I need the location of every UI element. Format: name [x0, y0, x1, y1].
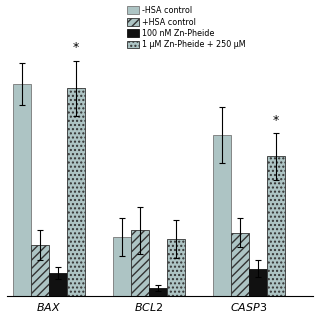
Bar — [249, 268, 267, 296]
Bar — [131, 230, 149, 296]
Bar — [231, 233, 249, 296]
Bar — [149, 288, 167, 296]
Bar — [67, 88, 85, 296]
Bar — [31, 245, 49, 296]
Bar — [113, 237, 131, 296]
Bar — [213, 135, 231, 296]
Bar — [267, 156, 285, 296]
Bar — [167, 239, 185, 296]
Bar — [12, 84, 31, 296]
Text: *: * — [73, 42, 79, 54]
Legend: -HSA control, +HSA control, 100 nM Zn-Pheide, 1 μM Zn-Pheide + 250 μM: -HSA control, +HSA control, 100 nM Zn-Ph… — [127, 6, 245, 49]
Bar — [49, 273, 67, 296]
Text: *: * — [273, 114, 279, 127]
